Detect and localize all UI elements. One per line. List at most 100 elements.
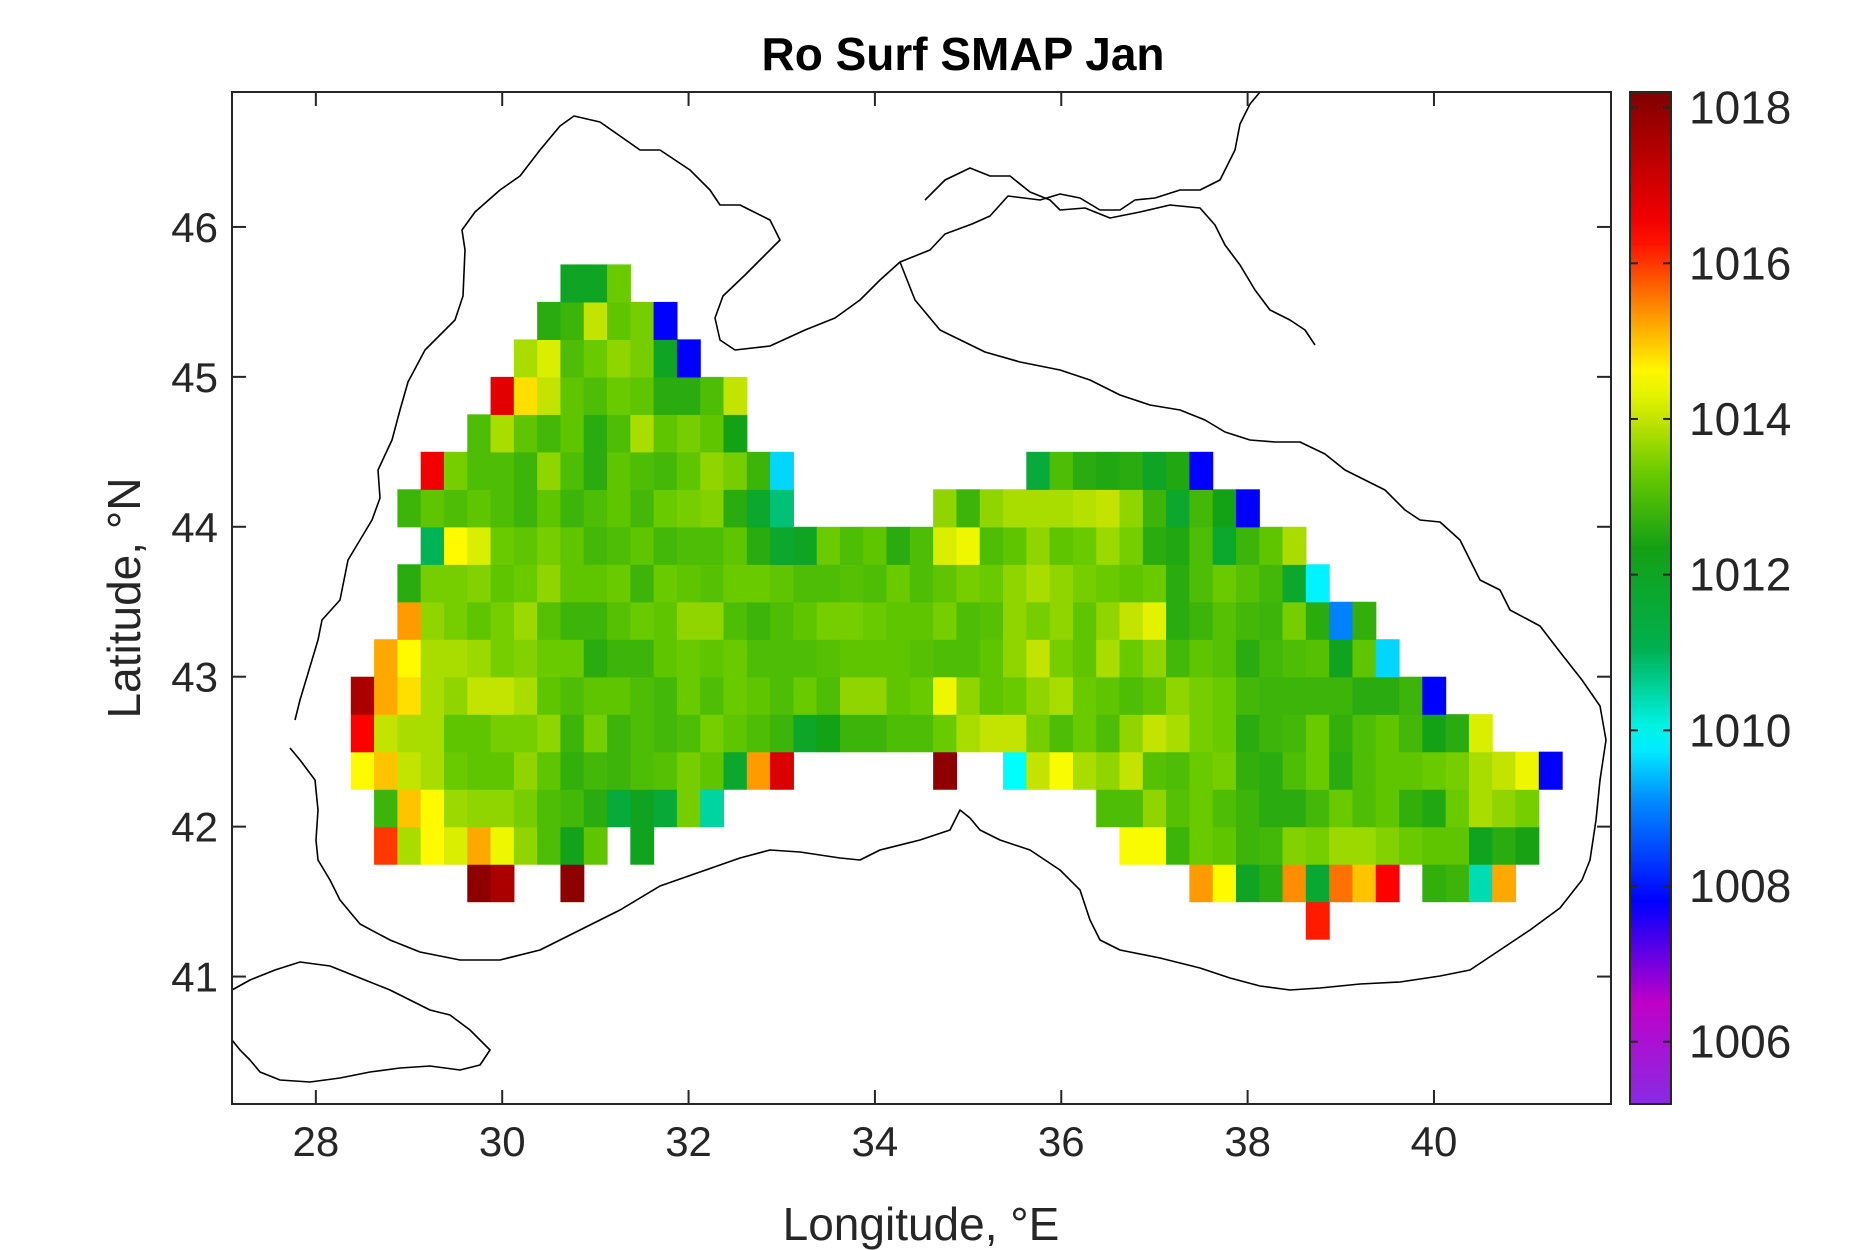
heatmap-cell bbox=[933, 676, 958, 715]
heatmap-cell bbox=[1049, 639, 1074, 678]
heatmap-cell bbox=[467, 526, 492, 565]
heatmap-cell bbox=[886, 564, 911, 603]
heatmap-cell bbox=[1352, 826, 1377, 865]
heatmap-cell bbox=[1026, 526, 1051, 565]
heatmap-cell bbox=[397, 789, 422, 828]
heatmap-cell bbox=[770, 451, 794, 490]
heatmap-cell bbox=[490, 714, 515, 753]
heatmap-cell bbox=[420, 826, 445, 865]
heatmap-cell bbox=[1352, 751, 1377, 790]
heatmap-cell bbox=[676, 789, 701, 828]
heatmap-cell bbox=[374, 751, 398, 790]
x-axis-label: Longitude, °E bbox=[783, 1198, 1060, 1250]
heatmap-cell bbox=[1142, 489, 1167, 528]
heatmap-cell bbox=[630, 526, 655, 565]
heatmap-cell bbox=[537, 639, 562, 678]
heatmap-cell bbox=[1399, 789, 1423, 828]
heatmap-cell bbox=[537, 414, 562, 453]
heatmap-cell bbox=[816, 601, 841, 640]
heatmap-cell bbox=[1329, 676, 1354, 715]
heatmap-cell bbox=[1189, 451, 1214, 490]
heatmap-cell bbox=[723, 676, 748, 715]
heatmap-cell bbox=[863, 601, 888, 640]
heatmap-cell bbox=[793, 601, 818, 640]
heatmap-cell bbox=[607, 339, 631, 378]
heatmap-cell bbox=[1445, 826, 1470, 865]
heatmap-cell bbox=[979, 601, 1004, 640]
heatmap-cell bbox=[1352, 639, 1377, 678]
heatmap-cell bbox=[467, 826, 492, 865]
heatmap-cell bbox=[1329, 639, 1354, 678]
colorbar-tick-label: 1018 bbox=[1689, 82, 1791, 134]
heatmap-cell bbox=[1026, 751, 1051, 790]
heatmap-cell bbox=[397, 714, 422, 753]
heatmap-cell bbox=[607, 301, 631, 340]
heatmap-cell bbox=[839, 564, 864, 603]
heatmap-cell bbox=[676, 489, 701, 528]
heatmap-cell bbox=[513, 376, 538, 415]
heatmap-cell bbox=[513, 826, 538, 865]
heatmap-cell bbox=[1235, 676, 1260, 715]
heatmap-cell bbox=[1235, 826, 1260, 865]
heatmap-cell bbox=[583, 751, 608, 790]
heatmap-cell bbox=[397, 489, 422, 528]
heatmap-cell bbox=[676, 451, 701, 490]
heatmap-cell bbox=[443, 489, 468, 528]
y-axis-ticks: 41 42 43 44 45 46 bbox=[171, 204, 1611, 1001]
heatmap-cell bbox=[1352, 789, 1377, 828]
heatmap-cell bbox=[630, 414, 655, 453]
heatmap-cell bbox=[746, 564, 771, 603]
heatmap-cell bbox=[909, 676, 934, 715]
heatmap-cell bbox=[443, 676, 468, 715]
colorbar-tick-label: 1014 bbox=[1689, 393, 1791, 445]
coastline-bosporus bbox=[231, 961, 491, 1083]
heatmap-cell bbox=[909, 714, 934, 753]
heatmap-cell bbox=[979, 526, 1004, 565]
heatmap-cell bbox=[1003, 601, 1027, 640]
heatmap-cell bbox=[1282, 676, 1307, 715]
heatmap-cell bbox=[839, 714, 864, 753]
heatmap-cell bbox=[560, 751, 585, 790]
heatmap-cell bbox=[490, 414, 515, 453]
heatmap-cell bbox=[1305, 864, 1330, 903]
heatmap-cell bbox=[397, 751, 422, 790]
heatmap-cell bbox=[1422, 676, 1447, 715]
heatmap-cell bbox=[467, 451, 492, 490]
heatmap-cell bbox=[1259, 864, 1284, 903]
heatmap-cell bbox=[676, 751, 701, 790]
heatmap-cell bbox=[1212, 564, 1237, 603]
heatmap-cell bbox=[1003, 526, 1027, 565]
heatmap-cell bbox=[467, 489, 492, 528]
heatmap-cell bbox=[816, 564, 841, 603]
heatmap-cell bbox=[537, 564, 562, 603]
heatmap-cell bbox=[1282, 826, 1307, 865]
heatmap-cell bbox=[723, 639, 748, 678]
heatmap-cell bbox=[1352, 601, 1377, 640]
heatmap-cell bbox=[1492, 826, 1517, 865]
heatmap-cell bbox=[676, 676, 701, 715]
heatmap-cell bbox=[723, 489, 748, 528]
heatmap-cell bbox=[420, 489, 445, 528]
heatmap-cell bbox=[886, 676, 911, 715]
heatmap-cell bbox=[700, 639, 725, 678]
heatmap-cell bbox=[513, 751, 538, 790]
heatmap-cell bbox=[1212, 489, 1237, 528]
heatmap-cell bbox=[653, 526, 678, 565]
heatmap-cell bbox=[1142, 451, 1167, 490]
heatmap-cell bbox=[793, 564, 818, 603]
plot-frame bbox=[231, 91, 1612, 1105]
heatmap-cell bbox=[374, 676, 398, 715]
heatmap-cell bbox=[513, 601, 538, 640]
heatmap-cell bbox=[1515, 826, 1540, 865]
heatmap-cell bbox=[420, 526, 445, 565]
y-tick-label: 46 bbox=[171, 204, 218, 251]
heatmap-cell bbox=[1072, 676, 1097, 715]
heatmap-cell bbox=[1282, 751, 1307, 790]
heatmap-cell bbox=[1422, 714, 1447, 753]
heatmap-cell bbox=[1468, 751, 1493, 790]
heatmap-cell bbox=[1166, 751, 1190, 790]
heatmap-cell bbox=[467, 601, 492, 640]
heatmap-cell bbox=[607, 414, 631, 453]
heatmap-cell bbox=[909, 526, 934, 565]
heatmap-cell bbox=[443, 451, 468, 490]
